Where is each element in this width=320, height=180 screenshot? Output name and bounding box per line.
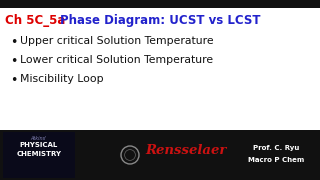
Bar	[235, 132, 318, 178]
Text: Prof. C. Ryu: Prof. C. Ryu	[253, 145, 300, 151]
Bar	[3, 132, 75, 178]
Text: •: •	[10, 36, 17, 49]
Text: CHEMISTRY: CHEMISTRY	[17, 151, 61, 157]
Text: Macro P Chem: Macro P Chem	[248, 157, 305, 163]
Text: Phase Diagram: UCST vs LCST: Phase Diagram: UCST vs LCST	[60, 14, 260, 27]
Text: Upper critical Solution Temperature: Upper critical Solution Temperature	[20, 36, 214, 46]
Text: Ch 5C_5a: Ch 5C_5a	[5, 14, 65, 27]
Text: PHYSICAL: PHYSICAL	[20, 142, 58, 148]
Text: Miscibility Loop: Miscibility Loop	[20, 74, 104, 84]
Bar	[0, 8, 320, 130]
Text: Atkins': Atkins'	[31, 136, 47, 141]
Text: Lower critical Solution Temperature: Lower critical Solution Temperature	[20, 55, 213, 65]
Text: Rensselaer: Rensselaer	[145, 145, 226, 158]
Text: •: •	[10, 74, 17, 87]
Text: •: •	[10, 55, 17, 68]
